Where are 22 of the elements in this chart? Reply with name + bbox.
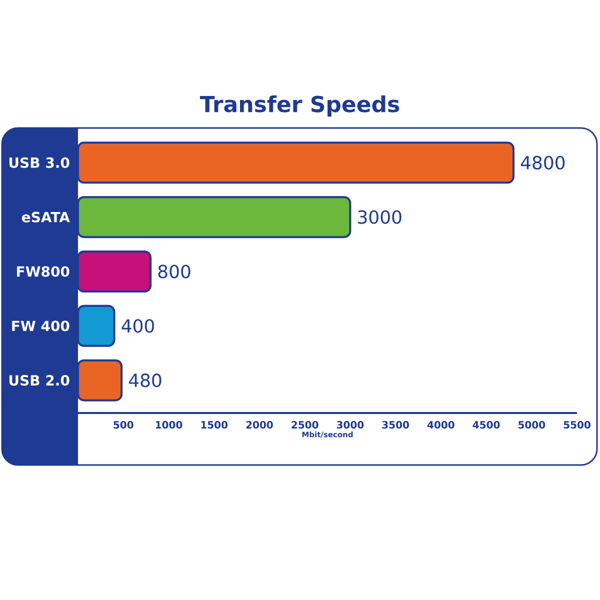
y-tick-label: FW800 <box>17 266 70 277</box>
x-tick-label: 2500 <box>292 421 318 429</box>
x-tick-label: 2000 <box>246 421 273 429</box>
x-tick-label: 4000 <box>427 421 454 429</box>
x-tick-label: 1500 <box>201 421 228 429</box>
x-tick-label: 3000 <box>336 421 364 429</box>
data-label: 400 <box>122 319 154 333</box>
data-label: 3000 <box>358 210 402 224</box>
chart-title: Transfer Speeds <box>200 95 400 117</box>
x-tick-label: 5500 <box>564 421 590 429</box>
y-tick-label: USB 2.0 <box>9 375 70 386</box>
y-tick-label: eSATA <box>22 212 70 222</box>
x-tick-label: 5000 <box>518 421 546 429</box>
data-label: 4800 <box>520 156 565 170</box>
y-tick-label: FW 400 <box>12 320 70 332</box>
y-tick-label: USB 3.0 <box>9 157 70 168</box>
x-tick-label: 500 <box>114 421 134 429</box>
x-tick-label: 4500 <box>472 421 500 429</box>
x-tick-label: 1000 <box>156 421 182 429</box>
x-tick-label: 3500 <box>382 421 409 429</box>
data-label: 800 <box>158 264 190 278</box>
data-label: 480 <box>128 374 162 388</box>
